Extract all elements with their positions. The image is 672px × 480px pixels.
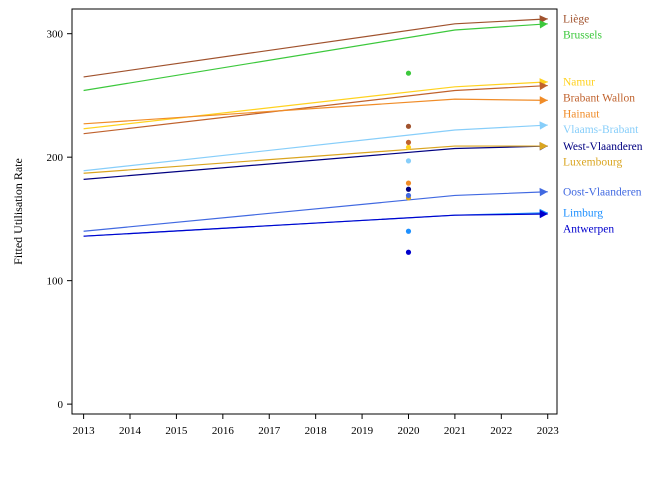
- series-line-7: [83, 145, 548, 174]
- point-2020-6: [405, 186, 412, 192]
- plot-frame: [71, 8, 558, 415]
- series-arrowhead-7: [539, 141, 548, 151]
- point-2020-5: [405, 158, 412, 164]
- series-label-2: Namur: [563, 77, 595, 89]
- x-tick-label: 2016: [212, 425, 235, 437]
- series-line-10: [83, 213, 548, 237]
- y-axis-title: Fitted Utilisation Rate: [11, 158, 25, 265]
- x-tick-label: 2019: [351, 425, 374, 437]
- point-2020-0: [405, 123, 412, 129]
- series-line-8: [83, 191, 548, 232]
- y-tick-label: 200: [47, 152, 64, 164]
- series-line-1: [83, 23, 548, 92]
- point-2020-4: [405, 180, 412, 186]
- series-label-7: Luxembourg: [563, 157, 622, 169]
- y-tick-label: 0: [58, 399, 64, 411]
- series-arrowhead-4: [539, 96, 548, 105]
- x-tick-label: 2021: [444, 425, 466, 437]
- series-labels: Liège Brussels Namur Brabant Wallon Hainaut V…: [563, 14, 643, 236]
- series-arrowhead-3: [539, 81, 548, 91]
- series-line-5: [83, 124, 548, 172]
- point-2020-1: [405, 70, 412, 76]
- series-label-6: West-Vlaanderen: [563, 141, 643, 153]
- series-arrowhead-10: [539, 209, 548, 219]
- x-tick-label: 2013: [73, 425, 96, 437]
- point-2020-3: [405, 139, 412, 145]
- series-line-3: [83, 84, 548, 135]
- series-label-4: Hainaut: [563, 108, 600, 120]
- x-tick-label: 2015: [165, 425, 188, 437]
- series-arrowhead-8: [539, 187, 548, 197]
- point-2020-9: [405, 228, 412, 234]
- series-label-8: Oost-Vlaanderen: [563, 187, 642, 199]
- x-tick-label: 2023: [537, 425, 560, 437]
- series-label-9: Limburg: [563, 208, 603, 220]
- y-tick-label: 100: [47, 276, 64, 288]
- x-tick-label: 2022: [490, 425, 512, 437]
- y-axis: 0 100 200 300: [47, 29, 72, 411]
- series-label-1: Brussels: [563, 29, 603, 41]
- series-line-2: [83, 81, 548, 130]
- series-label-0: Liège: [563, 14, 589, 26]
- series-line-4: [83, 98, 548, 125]
- series-arrowhead-1: [539, 20, 548, 29]
- series-label-10: Antwerpen: [563, 223, 614, 235]
- x-tick-label: 2018: [305, 425, 328, 437]
- point-2020-10: [405, 249, 412, 255]
- points-2020: [405, 70, 412, 255]
- x-axis: 2013 2014 2015 2016 2017 2018 2019 2020 2021 2022…: [73, 414, 560, 437]
- x-tick-label: 2017: [258, 425, 281, 437]
- series-label-5: Vlaams-Brabant: [563, 124, 639, 136]
- series-arrowhead-5: [539, 121, 548, 130]
- series-line-0: [83, 18, 548, 78]
- series-line-6: [83, 145, 548, 180]
- x-tick-label: 2014: [119, 425, 142, 437]
- x-tick-label: 2020: [397, 425, 420, 437]
- point-2020-8: [405, 192, 412, 199]
- series-label-3: Brabant Wallon: [563, 92, 635, 104]
- series-lines: [83, 15, 548, 237]
- y-tick-label: 300: [47, 29, 64, 41]
- point-2020-2: [405, 144, 412, 150]
